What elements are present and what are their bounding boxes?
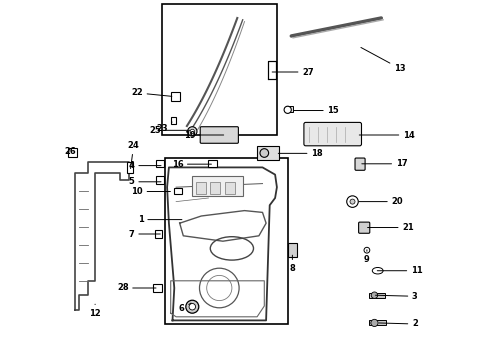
Text: 8: 8 xyxy=(289,255,295,273)
Bar xyxy=(285,106,292,112)
Bar xyxy=(170,117,176,124)
Circle shape xyxy=(346,196,358,207)
Bar xyxy=(368,320,385,325)
Text: 19: 19 xyxy=(184,131,223,140)
Text: 7: 7 xyxy=(129,230,160,239)
Bar xyxy=(154,230,162,238)
Bar xyxy=(170,92,179,101)
Text: 25: 25 xyxy=(149,126,189,135)
Circle shape xyxy=(260,149,268,157)
Text: 11: 11 xyxy=(377,266,422,275)
Text: 14: 14 xyxy=(359,131,414,140)
Bar xyxy=(224,182,234,194)
Bar xyxy=(156,160,164,167)
Text: 13: 13 xyxy=(360,48,405,73)
Circle shape xyxy=(363,247,369,253)
Text: 1: 1 xyxy=(138,215,182,224)
Circle shape xyxy=(185,300,199,313)
Circle shape xyxy=(349,199,354,204)
Text: 6: 6 xyxy=(179,303,191,313)
Bar xyxy=(156,176,164,184)
FancyBboxPatch shape xyxy=(354,158,365,170)
Text: 18: 18 xyxy=(278,149,322,158)
Text: 17: 17 xyxy=(361,159,407,168)
Circle shape xyxy=(187,127,197,136)
Bar xyxy=(127,162,133,173)
Bar xyxy=(267,61,275,79)
Text: 12: 12 xyxy=(89,304,101,318)
Text: 10: 10 xyxy=(131,187,170,196)
Text: 20: 20 xyxy=(358,197,402,206)
FancyBboxPatch shape xyxy=(303,122,361,146)
Bar xyxy=(287,243,296,257)
Text: 4: 4 xyxy=(128,161,161,170)
Ellipse shape xyxy=(371,267,382,274)
Bar xyxy=(174,188,182,194)
Text: 3: 3 xyxy=(375,292,417,301)
Text: 27: 27 xyxy=(272,68,313,77)
Text: 9: 9 xyxy=(363,250,369,264)
Circle shape xyxy=(370,319,377,327)
Text: 5: 5 xyxy=(128,177,161,186)
Text: 28: 28 xyxy=(117,284,156,292)
Bar xyxy=(162,4,276,135)
Bar xyxy=(68,148,77,157)
Bar xyxy=(152,284,162,292)
Circle shape xyxy=(190,129,194,134)
Circle shape xyxy=(189,303,195,310)
Circle shape xyxy=(284,106,291,113)
Circle shape xyxy=(370,292,377,298)
Bar xyxy=(210,182,220,194)
Text: 23: 23 xyxy=(156,122,172,133)
Bar xyxy=(368,293,384,298)
FancyBboxPatch shape xyxy=(358,222,369,233)
Text: 21: 21 xyxy=(367,223,413,232)
Text: 16: 16 xyxy=(171,160,211,168)
Text: 22: 22 xyxy=(131,89,171,98)
Text: 15: 15 xyxy=(293,106,338,115)
Bar xyxy=(257,146,278,160)
FancyBboxPatch shape xyxy=(200,127,238,143)
Text: 26: 26 xyxy=(65,148,77,157)
Text: 24: 24 xyxy=(127,141,139,168)
Bar xyxy=(192,176,242,196)
Text: 2: 2 xyxy=(378,320,417,328)
Bar xyxy=(196,182,205,194)
Bar xyxy=(165,158,287,324)
Bar xyxy=(208,160,217,167)
